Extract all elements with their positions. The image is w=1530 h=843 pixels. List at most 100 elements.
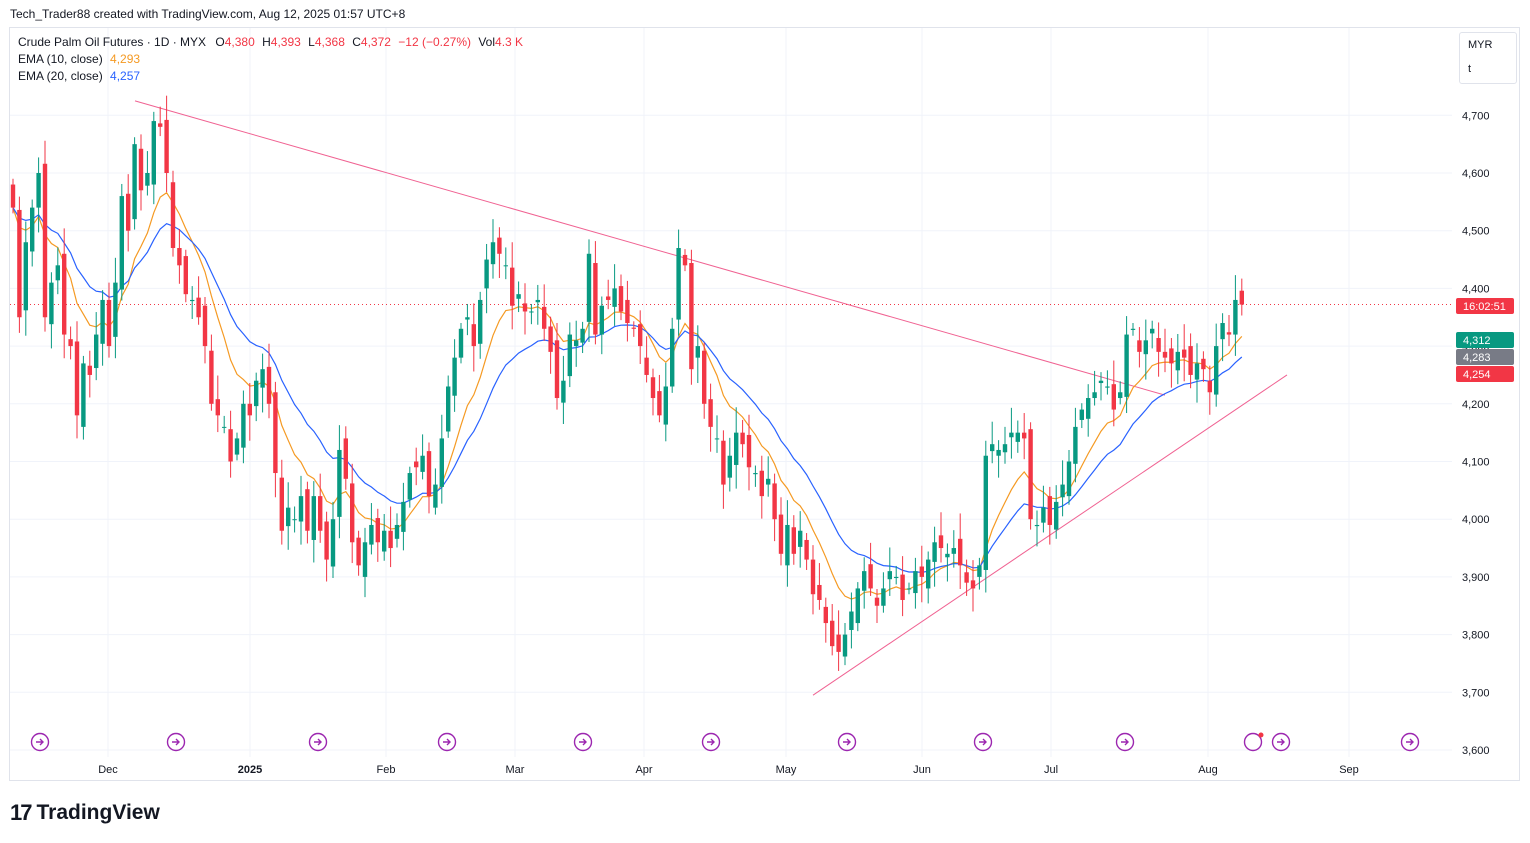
candle-down — [778, 514, 784, 554]
x-tick-label: Apr — [635, 764, 652, 776]
event-marker-icon — [973, 732, 993, 752]
candle-down — [689, 263, 694, 370]
candle-up — [1143, 340, 1148, 355]
event-marker-icon — [701, 732, 721, 752]
volume-label: Vol — [478, 35, 496, 49]
candle-down — [1207, 380, 1212, 393]
close-label: C — [352, 35, 361, 49]
candle-up — [362, 542, 368, 577]
candle-up — [1098, 380, 1104, 384]
candle-up — [286, 507, 291, 527]
candle-down — [958, 538, 963, 566]
tradingview-logo[interactable]: 17 TradingView — [10, 800, 160, 826]
event-arrow-icon — [1121, 738, 1129, 746]
candle-up — [714, 438, 720, 440]
candle-down — [177, 248, 182, 266]
event-arrow-icon — [443, 738, 451, 746]
candle-up — [990, 444, 995, 452]
candle-down — [318, 496, 323, 531]
candle-down — [964, 572, 969, 583]
candle-up — [260, 369, 265, 388]
candle-down — [158, 123, 163, 127]
y-tick-label: 4,400 — [1462, 283, 1490, 295]
open-label: O — [215, 35, 225, 49]
candle-down — [938, 535, 944, 549]
candle-down — [1022, 432, 1027, 439]
y-tick-label: 3,800 — [1462, 630, 1490, 642]
candle-down — [388, 530, 393, 549]
candle-up — [241, 403, 246, 448]
candle-down — [746, 434, 752, 468]
ema10-price-label: 4,312 — [1463, 335, 1491, 347]
candle-up — [439, 438, 444, 487]
candle-down — [548, 326, 553, 352]
dividend-marker-icon — [1243, 732, 1263, 752]
descending-trendline — [134, 100, 1166, 396]
x-tick-label: Sep — [1339, 764, 1359, 776]
candle-up — [1118, 392, 1123, 399]
candle-up — [1034, 524, 1040, 527]
candle-down — [273, 392, 278, 474]
candle-down — [1169, 348, 1174, 364]
candle-up — [119, 196, 124, 290]
candles — [10, 95, 1244, 671]
candle-down — [202, 305, 208, 347]
change-value: −12 (−0.27%) — [398, 35, 471, 49]
candle-up — [670, 328, 675, 387]
ema20-label[interactable]: EMA (20, close) — [18, 69, 103, 83]
ema10-price-label-bg — [1456, 332, 1514, 348]
currency-unit-selector[interactable]: MYR t — [1459, 32, 1517, 84]
y-tick-label: 3,600 — [1462, 745, 1490, 757]
x-tick-label: Aug — [1198, 764, 1218, 776]
candle-up — [1009, 432, 1014, 438]
y-tick-label: 4,700 — [1462, 110, 1490, 122]
candle-up — [254, 380, 259, 407]
y-tick-label: 3,900 — [1462, 572, 1490, 584]
candle-down — [606, 296, 611, 300]
event-markers — [30, 732, 1420, 752]
candle-up — [574, 340, 579, 347]
ema10-value: 4,293 — [110, 52, 141, 66]
symbol-title[interactable]: Crude Palm Oil Futures · 1D · MYX — [18, 35, 207, 49]
candle-down — [1047, 496, 1052, 525]
candle-up — [785, 524, 790, 566]
event-arrow-icon — [1277, 738, 1285, 746]
candle-down — [305, 489, 310, 531]
candle-up — [298, 496, 304, 522]
candle-up — [535, 299, 540, 303]
candle-up — [478, 299, 483, 344]
candle-down — [196, 297, 201, 318]
candle-up — [842, 634, 848, 657]
y-tick-label: 4,100 — [1462, 457, 1490, 469]
grid-lines — [10, 28, 1452, 757]
ema10-label[interactable]: EMA (10, close) — [18, 52, 103, 66]
candle-down — [62, 253, 67, 335]
time-axis: Dec 2025 Feb Mar Apr May Jun Jul Aug Sep — [98, 764, 1359, 776]
candle-down — [1226, 332, 1232, 335]
candle-up — [1086, 398, 1091, 419]
candle-down — [721, 440, 726, 485]
attribution-text: Tech_Trader88 created with TradingView.c… — [10, 7, 406, 21]
candle-down — [682, 254, 688, 266]
candle-up — [1220, 323, 1225, 340]
candle-down — [817, 584, 822, 600]
candle-up — [1214, 346, 1219, 395]
candle-down — [650, 377, 656, 399]
event-arrow-icon — [1406, 738, 1414, 746]
event-arrow-icon — [172, 738, 180, 746]
ema-mid-price-label-bg — [1456, 349, 1514, 365]
candle-down — [868, 564, 873, 589]
x-tick-label: Jul — [1044, 764, 1058, 776]
candle-up — [996, 449, 1001, 456]
candle-up — [561, 380, 566, 403]
y-tick-label: 3,700 — [1462, 687, 1490, 699]
event-marker-icon — [1400, 732, 1420, 752]
x-tick-label: Dec — [98, 764, 118, 776]
x-tick-label: Feb — [377, 764, 396, 776]
candle-down — [702, 350, 707, 404]
candle-up — [465, 317, 470, 320]
candle-up — [766, 478, 771, 485]
candle-up — [1233, 299, 1238, 335]
candle-down — [618, 286, 624, 312]
